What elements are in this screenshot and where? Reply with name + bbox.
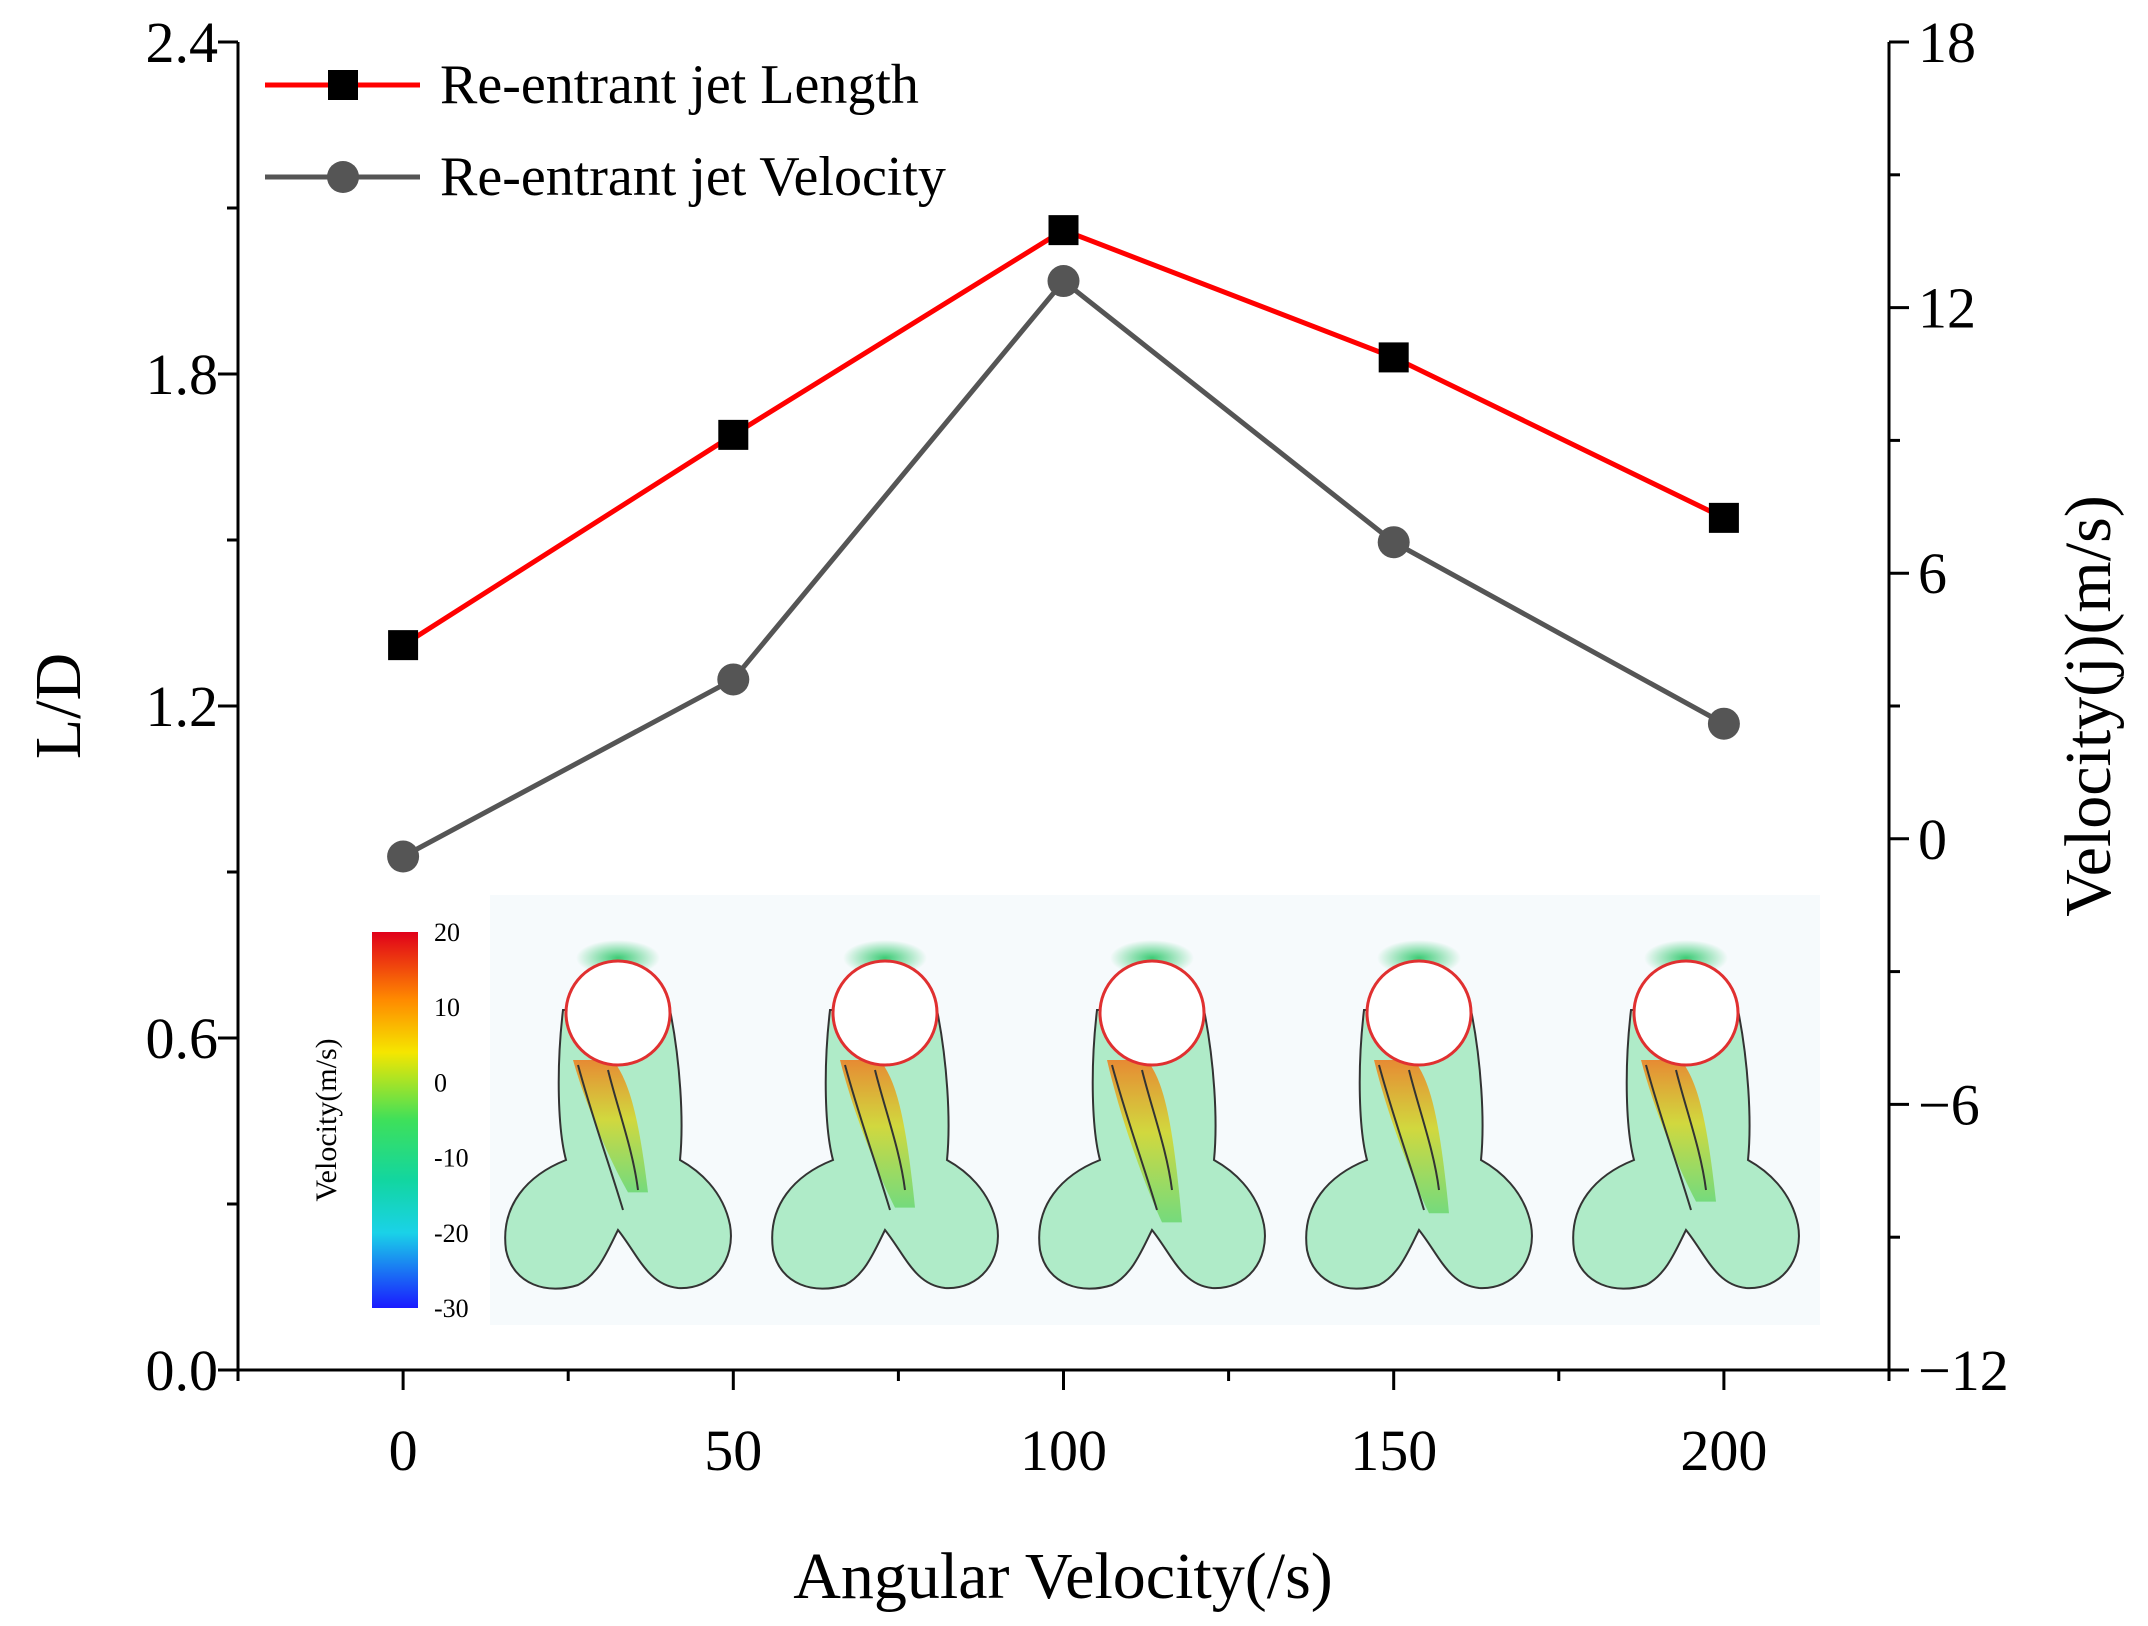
y-tick-label-right: −6 — [1918, 1072, 1980, 1137]
colorbar-tick-label: -10 — [434, 1144, 469, 1173]
length-marker — [1708, 502, 1739, 533]
length-marker — [718, 419, 749, 450]
x-axis-title: Angular Velocity(/s) — [793, 1540, 1333, 1613]
length-marker — [1048, 215, 1079, 246]
legend-marker-square — [328, 70, 358, 100]
y-tick-label-left: 2.4 — [146, 10, 219, 75]
panel-jet — [1107, 1060, 1182, 1223]
panel-outline — [1038, 1009, 1266, 1290]
inset-panel — [504, 940, 732, 1290]
x-tick-label: 0 — [389, 1418, 418, 1483]
velocity-marker — [387, 840, 420, 873]
colorbar-tick-label: -20 — [434, 1219, 469, 1248]
y-axis-title-right: Velocity(j)(m/s) — [2052, 495, 2125, 917]
panel-jet-outline — [1378, 1064, 1440, 1211]
colorbar-tick-label: 10 — [434, 993, 460, 1022]
colorbar-tick-label: -30 — [434, 1294, 469, 1323]
inset-panel — [771, 940, 999, 1290]
legend-label-length: Re-entrant jet Length — [440, 54, 919, 116]
series-velocity-line — [401, 277, 1726, 859]
velocity-marker — [1047, 265, 1080, 298]
y-tick-label-right: 0 — [1918, 807, 1947, 872]
velocity-marker — [1377, 526, 1410, 559]
y-tick-label-right: 18 — [1918, 10, 1976, 75]
x-tick-label: 50 — [704, 1418, 762, 1483]
panel-jet — [840, 1060, 915, 1208]
y-tick-label-left: 1.2 — [146, 674, 219, 739]
y-tick-label-left: 0.6 — [146, 1006, 219, 1071]
x-tick-label: 150 — [1350, 1418, 1437, 1483]
panel-jet-outline — [577, 1064, 639, 1211]
panel-outline — [1572, 1009, 1800, 1290]
x-tick-label: 200 — [1680, 1418, 1767, 1483]
panel-body-circle — [1098, 959, 1206, 1067]
colorbar-tick-label: 0 — [434, 1068, 447, 1097]
panel-jet-outline — [1645, 1064, 1707, 1211]
velocity-marker — [717, 663, 750, 696]
panel-jet — [1374, 1060, 1449, 1214]
length-marker — [388, 630, 419, 661]
panel-outline — [504, 1009, 732, 1290]
inset-panel — [1572, 940, 1800, 1290]
panel-jet — [1641, 1060, 1716, 1202]
panel-body-circle — [1632, 959, 1740, 1067]
x-tick-label: 100 — [1020, 1418, 1107, 1483]
legend-label-velocity: Re-entrant jet Velocity — [440, 146, 946, 208]
panel-body-circle — [564, 959, 672, 1067]
colorbar-label: Velocity(m/s) — [310, 1038, 343, 1201]
panel-outline — [771, 1009, 999, 1290]
inset-image: Velocity(m/s) 20 10 0 -10 -20 -30 — [310, 895, 1820, 1325]
panel-body-circle — [831, 959, 939, 1067]
y-tick-label-left: 0.0 — [146, 1338, 219, 1403]
y-axis-title-left: L/D — [22, 653, 95, 759]
colorbar-tick-label: 20 — [434, 918, 460, 947]
y-tick-label-right: 12 — [1918, 276, 1976, 341]
y-tick-label-right: 6 — [1918, 541, 1947, 606]
panel-body-circle — [1365, 959, 1473, 1067]
panel-jet-outline — [844, 1064, 906, 1211]
panel-jet-outline — [1111, 1064, 1173, 1211]
legend-marker-circle — [327, 161, 359, 193]
inset-panel — [1305, 940, 1533, 1290]
y-tick-label-right: −12 — [1918, 1338, 2009, 1403]
y-tick-label-left: 1.8 — [146, 342, 219, 407]
velocity-marker — [1707, 707, 1740, 740]
length-marker — [1378, 342, 1409, 373]
inset-panel — [1038, 940, 1266, 1290]
panel-outline — [1305, 1009, 1533, 1290]
panel-jet — [573, 1060, 648, 1193]
colorbar — [372, 932, 418, 1308]
legend: Re-entrant jet Length Re-entrant jet Vel… — [265, 54, 946, 208]
